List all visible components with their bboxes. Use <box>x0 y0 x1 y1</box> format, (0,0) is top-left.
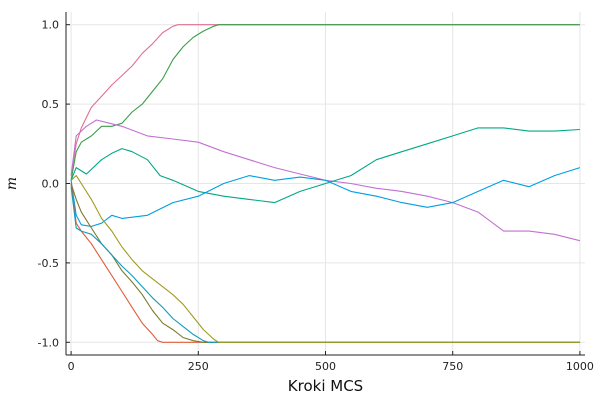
series-line-1 <box>70 24 580 176</box>
x-tick-label: 250 <box>188 360 209 373</box>
series-line-2 <box>70 24 580 181</box>
y-axis-label: m <box>4 177 20 190</box>
y-tick-label: 1.0 <box>42 19 60 32</box>
series-line-9 <box>70 175 580 343</box>
x-axis-label: Kroki MCS <box>288 377 363 395</box>
series-line-3 <box>70 119 581 242</box>
y-tick-label: -1.0 <box>38 336 59 349</box>
y-tick-label: 0.0 <box>42 178 60 191</box>
x-ticks: 0 250 500 750 1000 <box>68 351 594 373</box>
y-tick-label: 0.5 <box>42 98 60 111</box>
y-ticks: -1.0 -0.5 0.0 0.5 1.0 <box>38 19 70 349</box>
x-tick-label: 750 <box>442 360 463 373</box>
x-tick-label: 500 <box>315 360 336 373</box>
y-tick-label: -0.5 <box>38 257 59 270</box>
series-line-6 <box>70 183 580 343</box>
series-line-5 <box>70 167 581 227</box>
series-line-7 <box>70 183 580 343</box>
x-tick-label: 1000 <box>566 360 594 373</box>
series-line-4 <box>70 127 580 204</box>
series-line-8 <box>70 186 580 343</box>
x-tick-label: 0 <box>68 360 75 373</box>
series-group <box>70 24 581 343</box>
